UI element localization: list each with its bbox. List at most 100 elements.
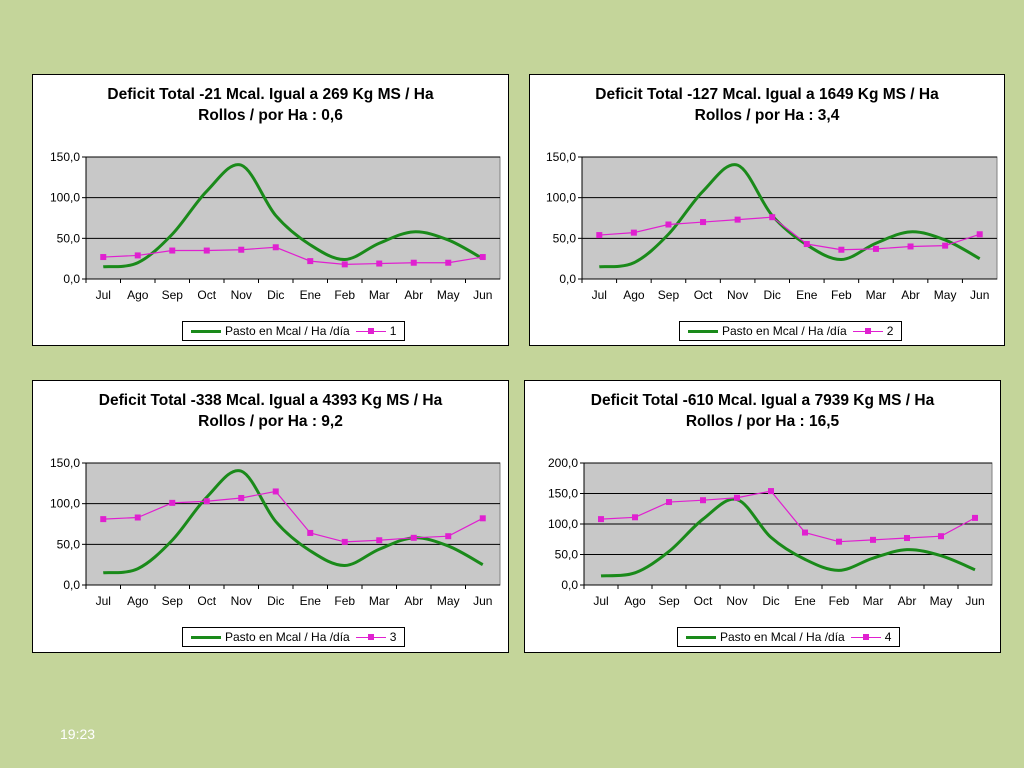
x-tick-label: Nov	[726, 594, 747, 608]
x-tick-label: Feb	[831, 288, 852, 302]
series-marker	[802, 529, 808, 536]
chart-legend: Pasto en Mcal / Ha /día 4	[677, 627, 901, 647]
legend-label-pasto: Pasto en Mcal / Ha /día	[722, 324, 847, 338]
x-tick-label: Nov	[231, 288, 252, 302]
chart-title: Deficit Total -610 Mcal. Igual a 7939 Kg…	[590, 392, 935, 409]
chart-panel-2: Deficit Total -127 Mcal. Igual a 1649 Kg…	[529, 74, 1005, 346]
series-marker	[872, 245, 879, 252]
series-marker	[838, 246, 845, 253]
x-tick-label: Ago	[623, 288, 645, 302]
x-tick-label: May	[437, 594, 460, 608]
legend-item-series: 1	[355, 324, 396, 338]
series-marker	[665, 221, 672, 228]
legend-swatch-green	[191, 635, 221, 639]
series-line-1	[103, 246, 483, 265]
x-tick-label: Ene	[300, 594, 322, 608]
series-marker	[169, 499, 176, 506]
legend-item-series: 3	[355, 630, 396, 644]
x-tick-label: Sep	[162, 288, 184, 302]
y-tick-label: 0,0	[559, 272, 576, 286]
x-tick-label: Abr	[404, 288, 423, 302]
x-tick-label: Feb	[334, 288, 355, 302]
y-tick-label: 100,0	[546, 191, 576, 205]
series-marker	[836, 538, 842, 545]
x-tick-label: Sep	[162, 594, 184, 608]
series-marker	[972, 514, 978, 521]
y-tick-label: 100,0	[50, 191, 80, 205]
chart-plot-1: 0,0 50,0 100,0 150,0 Jul Ago Sep Oct Nov Dic Ene Fe…	[50, 150, 501, 302]
series-marker	[768, 488, 774, 495]
y-tick-label: 100,0	[548, 517, 578, 531]
x-tick-label: Ene	[796, 288, 818, 302]
legend-label-series: 2	[886, 324, 894, 338]
series-line-pasto	[103, 163, 484, 269]
series-marker	[410, 534, 417, 541]
series-marker	[666, 499, 672, 506]
chart-plot-3: 0,0 50,0 100,0 150,0 Jul Ago Sep Oct Nov Dic Ene Fe…	[50, 456, 501, 608]
y-tick-label: 100,0	[50, 497, 80, 511]
x-tick-label: Oct	[197, 288, 216, 302]
series-marker	[341, 261, 348, 268]
y-tick-label: 150,0	[50, 150, 80, 164]
legend-label-pasto: Pasto en Mcal / Ha /día	[225, 324, 350, 338]
plot-area	[85, 156, 501, 280]
series-line-pasto	[600, 497, 976, 578]
x-tick-label: Mar	[866, 288, 887, 302]
chart-legend: Pasto en Mcal / Ha /día 2	[679, 321, 903, 341]
series-marker	[942, 242, 949, 249]
legend-item-series: 4	[850, 630, 891, 644]
legend-swatch-magenta	[355, 327, 386, 334]
series-marker	[445, 259, 452, 266]
series-marker	[134, 514, 141, 521]
series-marker	[904, 535, 910, 542]
y-tick-label: 150,0	[548, 487, 578, 501]
series-line-2	[599, 216, 980, 251]
series-marker	[445, 533, 452, 540]
x-tick-label: Dic	[762, 594, 779, 608]
x-tick-label: Oct	[694, 594, 713, 608]
x-tick-label: Jun	[965, 594, 984, 608]
legend-label-pasto: Pasto en Mcal / Ha /día	[225, 630, 350, 644]
series-marker	[307, 258, 314, 265]
chart-legend: Pasto en Mcal / Ha /día 1	[182, 321, 406, 341]
series-marker	[376, 260, 383, 267]
x-tick-label: Jul	[593, 594, 608, 608]
x-tick-label: Dic	[267, 288, 284, 302]
series-marker	[307, 529, 314, 536]
y-tick-label: 200,0	[548, 456, 578, 470]
chart-legend: Pasto en Mcal / Ha /día 3	[182, 627, 406, 647]
chart-plot-2: 0,0 50,0 100,0 150,0 Jul Ago Sep Oct Nov Dic Ene Fe…	[546, 150, 998, 302]
y-tick-label: 0,0	[63, 272, 80, 286]
x-tick-label: Feb	[334, 594, 355, 608]
x-tick-label: Dic	[267, 594, 284, 608]
series-marker	[938, 533, 944, 540]
series-marker	[238, 246, 245, 253]
x-tick-label: Ago	[127, 594, 149, 608]
series-marker	[769, 214, 776, 221]
legend-swatch-magenta	[850, 633, 881, 640]
y-tick-label: 50,0	[553, 231, 577, 245]
x-tick-label: Sep	[658, 594, 680, 608]
chart-panel-1: Deficit Total -21 Mcal. Igual a 269 Kg M…	[32, 74, 509, 346]
slide-timestamp: 19:23	[60, 726, 96, 742]
y-tick-label: 0,0	[561, 578, 578, 592]
series-marker	[100, 516, 107, 523]
x-tick-label: Ene	[300, 288, 322, 302]
chart-panel-3: Deficit Total -338 Mcal. Igual a 4393 Kg…	[32, 380, 509, 653]
y-tick-label: 150,0	[50, 456, 80, 470]
legend-item-pasto: Pasto en Mcal / Ha /día	[688, 324, 847, 338]
x-tick-label: May	[930, 594, 953, 608]
series-marker	[479, 254, 486, 261]
series-marker	[341, 538, 348, 545]
y-tick-label: 50,0	[57, 231, 81, 245]
x-tick-label: Nov	[727, 288, 748, 302]
series-marker	[907, 243, 914, 250]
chart-title: Deficit Total -127 Mcal. Igual a 1649 Kg…	[595, 86, 939, 103]
x-tick-label: Ene	[794, 594, 816, 608]
x-tick-label: Jun	[473, 288, 492, 302]
x-tick-label: Mar	[863, 594, 884, 608]
x-tick-label: Ago	[624, 594, 646, 608]
x-tick-label: Feb	[829, 594, 850, 608]
legend-item-pasto: Pasto en Mcal / Ha /día	[686, 630, 845, 644]
x-tick-label: Mar	[369, 288, 390, 302]
